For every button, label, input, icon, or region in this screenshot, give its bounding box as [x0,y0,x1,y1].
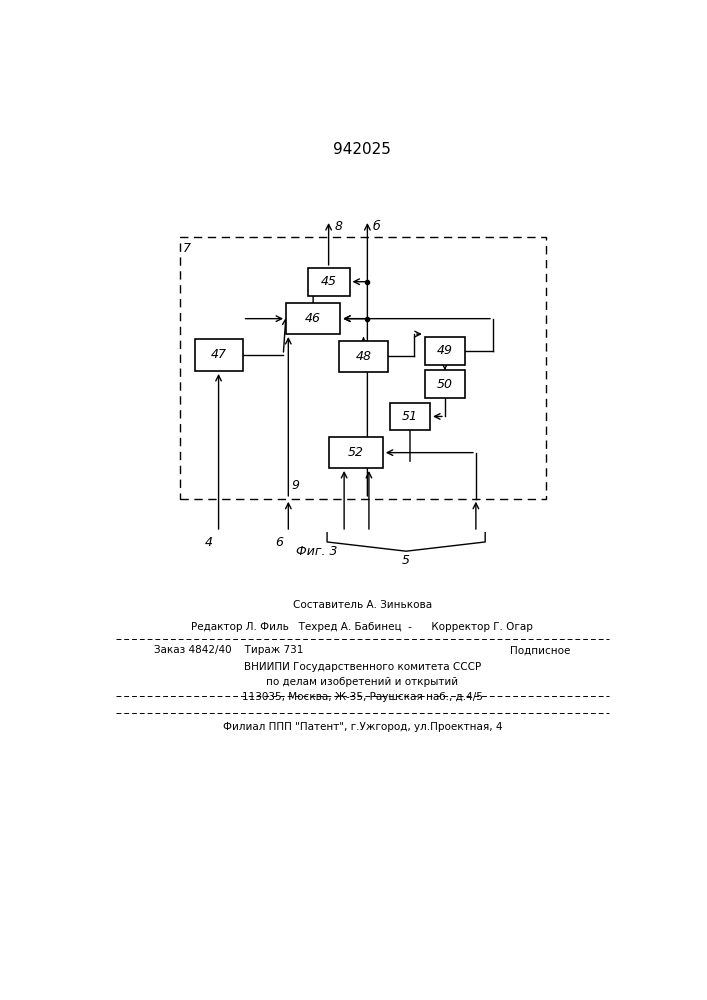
Bar [425,370,465,398]
Bar [425,337,465,365]
Text: 45: 45 [321,275,337,288]
Text: Составитель А. Зинькова: Составитель А. Зинькова [293,600,432,610]
Text: Заказ 4842/40    Тираж 731: Заказ 4842/40 Тираж 731 [154,645,303,655]
Text: по делам изобретений и открытий: по делам изобретений и открытий [267,677,458,687]
Text: 47: 47 [211,348,226,361]
Bar [308,268,349,296]
Text: 5: 5 [402,554,410,567]
Bar [194,339,243,371]
Text: Фиг. 3: Фиг. 3 [296,545,338,558]
Text: 8: 8 [334,220,342,233]
Text: 6: 6 [275,536,283,549]
Text: 4: 4 [205,536,213,549]
Bar [390,403,430,430]
Bar [180,237,546,499]
Text: 113035, Москва, Ж-35, Раушская наб., д.4/5: 113035, Москва, Ж-35, Раушская наб., д.4… [242,692,483,702]
Text: 942025: 942025 [334,142,391,157]
Text: 49: 49 [437,344,453,358]
Text: 7: 7 [183,242,191,255]
Text: Подписное: Подписное [510,645,571,655]
Bar [339,341,387,372]
Bar [286,303,340,334]
Text: б: б [373,220,380,233]
Text: Редактор Л. Филь   Техред А. Бабинец  -      Корректор Г. Огар: Редактор Л. Филь Техред А. Бабинец - Кор… [192,622,533,632]
Text: ВНИИПИ Государственного комитета СССР: ВНИИПИ Государственного комитета СССР [244,662,481,672]
Text: 9: 9 [291,479,299,492]
Text: 52: 52 [348,446,363,459]
Text: 46: 46 [305,312,321,325]
Text: 50: 50 [437,378,453,391]
Text: Филиал ППП "Патент", г.Ужгород, ул.Проектная, 4: Филиал ППП "Патент", г.Ужгород, ул.Проек… [223,722,502,732]
Text: 51: 51 [402,410,418,423]
Bar [329,437,383,468]
Text: 48: 48 [356,350,371,363]
